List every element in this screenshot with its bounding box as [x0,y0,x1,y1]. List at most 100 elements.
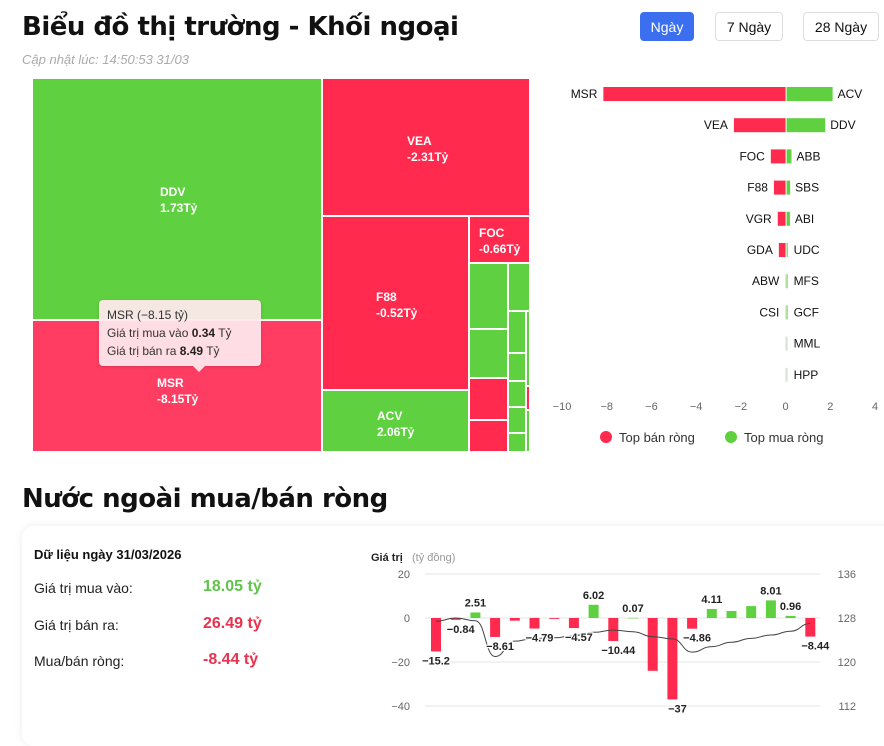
legend-sell-label: Top bán ròng [619,430,695,445]
value-bar [588,604,599,618]
x-tick-label: −2 [735,401,748,413]
buy-ticker-label: UDC [794,243,820,257]
legend-sell-marker [600,431,612,443]
sell-ticker-label: GDA [747,243,773,257]
sell-bar [773,180,786,195]
buy-bar [786,118,826,133]
tooltip-unit: Tỷ [218,326,232,340]
buy-bar [786,336,788,351]
value-bar [470,612,481,618]
value-bar [687,618,698,629]
x-tick-label: −6 [645,401,658,413]
summary-date: Dữ liệu ngày 31/03/2026 [34,547,182,562]
cell-value: 1.73Tỷ [160,201,198,215]
y2-tick-label: 112 [838,701,856,713]
sell-ticker-label: ABW [752,274,780,288]
treemap-cell-small[interactable] [508,381,526,407]
bar-value-label: −10.44 [601,645,636,657]
treemap-cell-small[interactable] [508,311,526,353]
treemap-cell-small[interactable] [469,420,508,452]
value-bar [805,618,816,637]
bar-value-label: 8.01 [760,585,781,597]
buy-ticker-label: DDV [830,118,855,132]
buy-bar [786,243,788,257]
treemap-cell-small[interactable] [469,329,508,378]
value-bar [450,618,461,620]
cell-value: -0.52Tỷ [376,306,418,320]
net-flow-chart: Giá trị (tỷ đồng)20 136 0 128 −20 120 −40 112 −15… [371,552,856,717]
treemap-cell-small[interactable] [469,378,508,420]
treemap-cell-small[interactable] [469,263,508,329]
buy-bar [786,180,791,195]
treemap: DDV 1.73Tỷ MSR -8.15Tỷ VEA -2.31Tỷ F88 -0.52… [32,78,530,452]
tooltip-sell-value: 8.49 [179,344,204,358]
sell-bar [785,305,787,320]
tooltip-buy-label: Giá trị mua vào [107,326,189,340]
sell-ticker-label: VGR [746,212,772,226]
bar-value-label: 4.11 [701,594,722,606]
y-axis-unit: (tỷ đồng) [412,552,455,564]
cell-ticker: VEA [407,134,432,148]
buy-value: 18.05 tỷ [203,578,262,595]
value-bar [509,618,520,621]
value-bar [647,618,658,671]
treemap-cell-small[interactable] [508,407,526,433]
trend-line [435,617,811,658]
buy-bar [786,211,790,226]
updated-time: Cập nhật lúc: 14:50:53 31/03 [22,52,189,67]
buy-ticker-label: MFS [794,274,819,288]
cell-value: 2.06Tỷ [377,425,415,439]
top-net-chart: MSR ACV VEA DDV FOC ABB F88 SBS VGR ABI GDA UDC ABW M… [553,87,878,445]
treemap-cell-small[interactable] [526,311,530,386]
bar-value-label: 0.07 [622,603,643,615]
value-bar [667,618,678,700]
sell-bar [785,367,787,382]
period-7day-button[interactable]: 7 Ngày [715,12,783,41]
legend-buy-label: Top mua ròng [744,430,824,445]
treemap-cell-foc[interactable]: FOC -0.66Tỷ [469,216,530,263]
value-bar [431,618,441,652]
treemap-cell-small[interactable] [508,353,526,381]
sell-ticker-label: F88 [747,181,768,195]
y2-tick-label: 128 [838,613,856,625]
sell-bar [785,336,787,351]
y2-tick-label: 136 [838,569,856,581]
cell-ticker: MSR [157,376,184,390]
treemap-cell-ddv[interactable]: DDV 1.73Tỷ [32,78,322,320]
value-bar [549,618,560,619]
cell-ticker: DDV [160,185,186,199]
buy-ticker-label: GCF [794,305,819,319]
treemap-cell-small[interactable] [526,386,530,410]
sell-ticker-label: CSI [759,305,779,319]
value-bar [746,606,757,618]
bar-value-label: −15.2 [422,655,450,667]
buy-ticker-label: ABB [796,149,820,163]
sell-bar [777,211,786,226]
y-tick-label: 0 [404,613,410,625]
x-tick-label: 4 [872,401,878,413]
sell-ticker-label: FOC [739,149,765,163]
buy-ticker-label: HPP [794,368,819,382]
value-bar [628,617,638,619]
value-bar [529,618,540,629]
bar-value-label: 2.51 [465,597,486,609]
treemap-cell-small[interactable] [508,433,526,452]
buy-bar [786,149,792,164]
treemap-cell-small[interactable] [526,410,530,452]
tooltip-buy-value: 0.34 [191,326,216,340]
buy-bar [786,305,788,320]
bar-value-label: −37 [668,703,687,715]
treemap-cell-f88[interactable]: F88 -0.52Tỷ [322,216,469,390]
section-title: Nước ngoài mua/bán ròng [22,484,388,514]
y-axis-title: Giá trị [371,552,403,564]
tooltip-unit: Tỷ [206,344,220,358]
period-day-button[interactable]: Ngày [640,12,694,41]
buy-ticker-label: ACV [838,87,863,101]
treemap-cell-vea[interactable]: VEA -2.31Tỷ [322,78,530,216]
cell-ticker: FOC [479,226,505,240]
treemap-cell-acv[interactable]: ACV 2.06Tỷ [322,390,469,452]
treemap-cell-small[interactable] [508,263,530,311]
sell-label: Giá trị bán ra: [34,617,119,633]
value-bar [608,618,619,641]
period-28day-button[interactable]: 28 Ngày [803,12,879,41]
